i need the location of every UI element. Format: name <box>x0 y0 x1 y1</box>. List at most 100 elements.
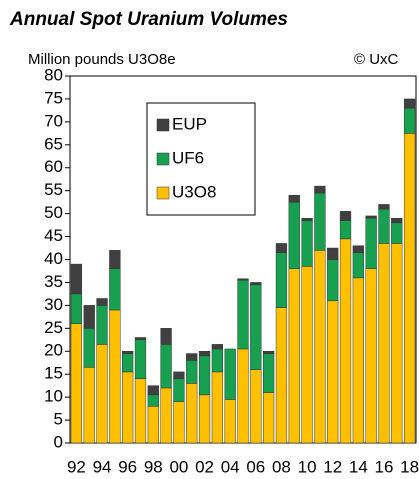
bar-segment <box>301 220 313 267</box>
x-tick-label: 06 <box>246 457 265 476</box>
x-tick-label: 00 <box>169 457 188 476</box>
bar-segment <box>275 307 288 444</box>
bar-segment <box>70 263 83 295</box>
bar-segment <box>378 204 390 210</box>
bar-segment <box>365 215 377 219</box>
x-tick-label: 02 <box>195 457 214 476</box>
bar-segment <box>147 385 159 396</box>
bar-segment <box>70 323 83 444</box>
chart-title: Annual Spot Uranium Volumes <box>9 9 288 30</box>
bar-segment <box>262 351 275 354</box>
bar-segment <box>314 185 326 194</box>
y-tick-label: 65 <box>44 134 63 153</box>
x-tick-label: 14 <box>349 457 368 476</box>
bar-segment <box>96 298 108 306</box>
bar-segment <box>224 348 236 400</box>
bar-segment <box>250 369 262 444</box>
bar-segment <box>352 277 364 444</box>
bar-segment <box>134 337 147 341</box>
bar-segment <box>198 394 211 444</box>
bar-segment <box>160 328 172 345</box>
bar-segment <box>327 259 339 302</box>
x-tick-label: 04 <box>221 457 240 476</box>
bar-segment <box>365 217 377 269</box>
bar-segment <box>288 268 300 444</box>
bar-segment <box>339 211 352 221</box>
bar-segment <box>275 252 288 308</box>
y-tick-label: 60 <box>44 157 63 176</box>
bar-segment <box>173 378 185 402</box>
bar-segment <box>250 282 262 285</box>
bar-segment <box>288 201 300 269</box>
bar-segment <box>147 406 159 444</box>
y-tick-label: 25 <box>44 318 63 337</box>
bar-segment <box>262 392 275 444</box>
bar-segment <box>378 208 390 244</box>
bar-segment <box>186 383 198 444</box>
x-tick-label: 98 <box>144 457 163 476</box>
legend-swatch <box>156 152 170 166</box>
bar-segment <box>403 107 416 134</box>
bar-segment <box>160 387 172 444</box>
bar-segment <box>339 238 352 444</box>
bar-segment <box>198 355 211 396</box>
copyright: © UxC <box>354 51 399 68</box>
bar-segment <box>352 245 364 253</box>
y-tick-label: 80 <box>44 65 63 84</box>
bar-segment <box>365 268 377 444</box>
y-tick-label: 40 <box>44 249 63 268</box>
x-tick-label: 12 <box>323 457 342 476</box>
y-tick-label: 0 <box>54 432 63 451</box>
bar-segment <box>186 353 198 361</box>
y-tick-label: 70 <box>44 111 63 130</box>
bar-segment <box>96 305 108 345</box>
bar-segment <box>109 268 121 311</box>
x-tick-label: 92 <box>67 457 86 476</box>
bar-segment <box>83 367 95 444</box>
bar-segment <box>403 133 416 444</box>
y-tick-label: 45 <box>44 226 63 245</box>
bar-segment <box>122 353 134 373</box>
bar-segment <box>391 222 403 244</box>
bar-segment <box>250 284 262 370</box>
bar-segment <box>301 217 313 221</box>
x-tick-label: 18 <box>400 457 419 476</box>
bar-segment <box>83 328 95 368</box>
y-tick-label: 20 <box>44 341 63 360</box>
y-tick-label: 35 <box>44 272 63 291</box>
bar-segment <box>160 344 172 389</box>
bar-segment <box>327 247 339 260</box>
bar-segment <box>288 195 300 203</box>
bar-segment <box>262 353 275 393</box>
legend-label: UF6 <box>172 148 204 167</box>
bar-segment <box>224 399 236 444</box>
bar-segment <box>173 401 185 444</box>
y-tick-label: 75 <box>44 88 63 107</box>
y-tick-label: 30 <box>44 295 63 314</box>
bar-segment <box>122 351 134 354</box>
bar-segment <box>96 344 108 444</box>
x-tick-label: 08 <box>272 457 291 476</box>
x-tick-label: 94 <box>93 457 112 476</box>
bar-segment <box>109 309 121 444</box>
bar-segment <box>301 266 313 444</box>
bar-segment <box>70 293 83 324</box>
legend-swatch <box>156 186 170 200</box>
y-tick-label: 5 <box>54 410 63 429</box>
bar-segment <box>327 300 339 444</box>
bar-segment <box>211 348 224 373</box>
bar-segment <box>147 394 159 407</box>
bar-segment <box>391 217 403 224</box>
bar-segment <box>134 378 147 444</box>
bar-segment <box>173 371 185 380</box>
bar-segment <box>237 279 249 350</box>
bar-segment <box>391 243 403 444</box>
legend-label: U3O8 <box>172 182 216 201</box>
y-tick-label: 15 <box>44 364 63 383</box>
bar-segment <box>134 339 147 380</box>
bar-segment <box>352 252 364 279</box>
bar-segment <box>122 371 134 444</box>
bar-segment <box>314 250 326 444</box>
bar-segment <box>109 250 121 269</box>
